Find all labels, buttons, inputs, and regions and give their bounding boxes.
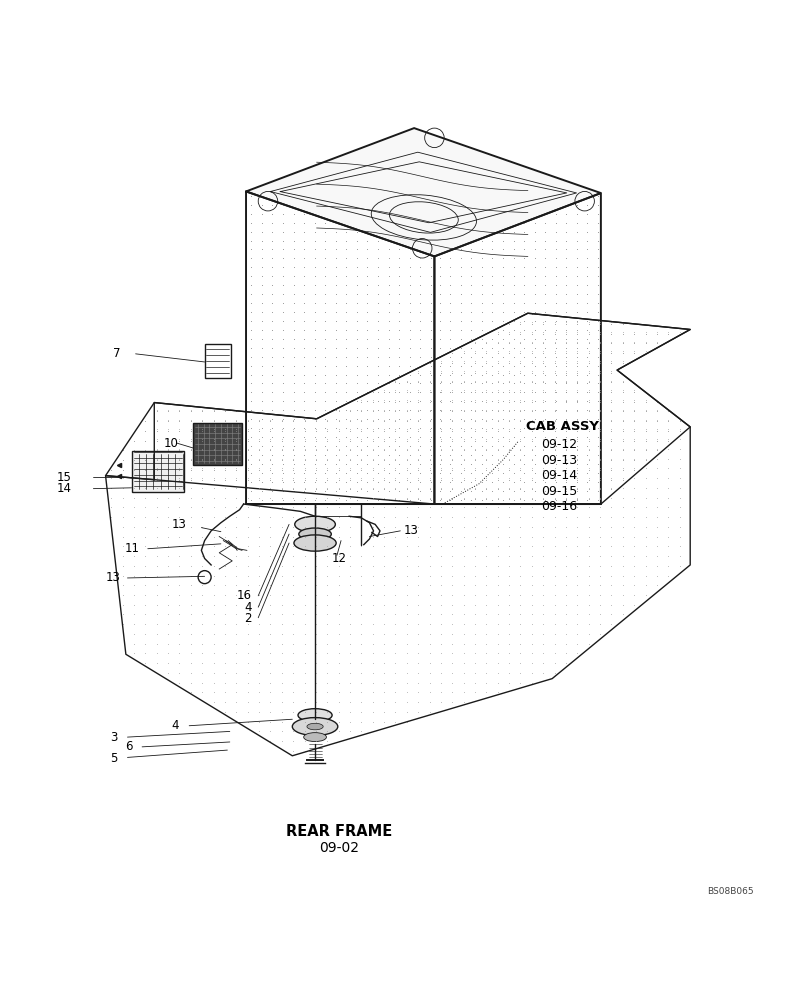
Text: 09-12: 09-12 [540, 438, 576, 451]
Text: BS08B065: BS08B065 [706, 887, 753, 896]
Text: 4: 4 [244, 601, 251, 614]
Text: 13: 13 [172, 518, 187, 531]
Text: 5: 5 [110, 752, 118, 765]
Ellipse shape [298, 528, 331, 540]
Text: 12: 12 [331, 552, 345, 565]
Text: 6: 6 [125, 740, 132, 753]
Text: 13: 13 [403, 524, 418, 537]
Ellipse shape [303, 733, 326, 742]
Text: REAR FRAME: REAR FRAME [286, 824, 392, 839]
Ellipse shape [294, 516, 335, 532]
Circle shape [198, 571, 211, 584]
Ellipse shape [292, 718, 337, 735]
Text: 11: 11 [125, 542, 139, 555]
Text: 13: 13 [105, 571, 120, 584]
Text: 3: 3 [110, 731, 118, 744]
Bar [193, 423, 242, 465]
Text: 14: 14 [57, 482, 71, 495]
Text: 16: 16 [237, 589, 251, 602]
Ellipse shape [298, 709, 332, 722]
Bar [131, 451, 184, 492]
Text: 4: 4 [171, 719, 178, 732]
Text: CAB ASSY: CAB ASSY [526, 420, 599, 433]
Text: 09-16: 09-16 [540, 500, 576, 513]
Text: 15: 15 [57, 471, 71, 484]
Ellipse shape [294, 535, 336, 551]
Text: 09-15: 09-15 [540, 485, 577, 498]
Polygon shape [246, 128, 600, 256]
Text: 09-13: 09-13 [540, 454, 576, 467]
Bar [204, 344, 230, 378]
Text: 10: 10 [164, 437, 178, 450]
Ellipse shape [307, 723, 323, 730]
Text: 2: 2 [244, 612, 251, 625]
Text: 09-02: 09-02 [319, 841, 359, 855]
Text: 7: 7 [113, 347, 120, 360]
Text: 09-14: 09-14 [540, 469, 576, 482]
